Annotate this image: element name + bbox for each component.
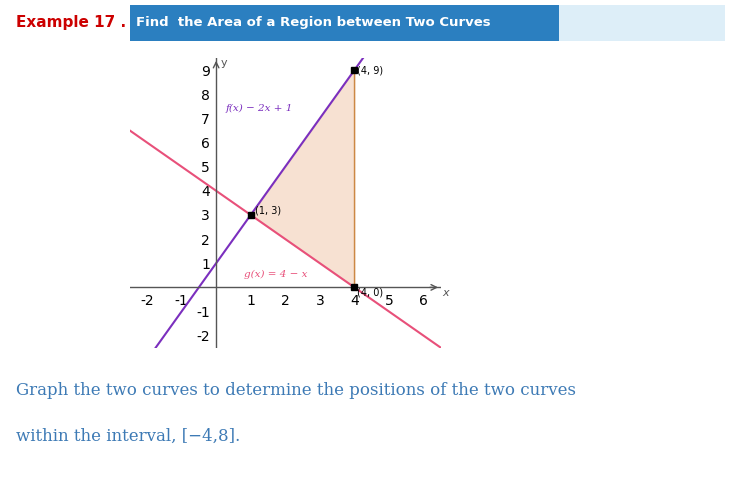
Text: Graph the two curves to determine the positions of the two curves: Graph the two curves to determine the po…: [16, 382, 576, 398]
Text: (1, 3): (1, 3): [255, 206, 281, 216]
Text: Example 17 .: Example 17 .: [16, 15, 127, 30]
Text: (4, 9): (4, 9): [357, 66, 383, 76]
Text: within the interval, [−4,8].: within the interval, [−4,8].: [16, 427, 241, 444]
Text: x: x: [442, 288, 449, 298]
Text: f(x) − 2x + 1: f(x) − 2x + 1: [226, 104, 293, 113]
Text: y: y: [220, 58, 227, 68]
Text: (4, 0): (4, 0): [357, 287, 383, 297]
Text: Find  the Area of a Region between Two Curves: Find the Area of a Region between Two Cu…: [136, 16, 491, 29]
Text: g(x) = 4 − x: g(x) = 4 − x: [244, 270, 308, 279]
